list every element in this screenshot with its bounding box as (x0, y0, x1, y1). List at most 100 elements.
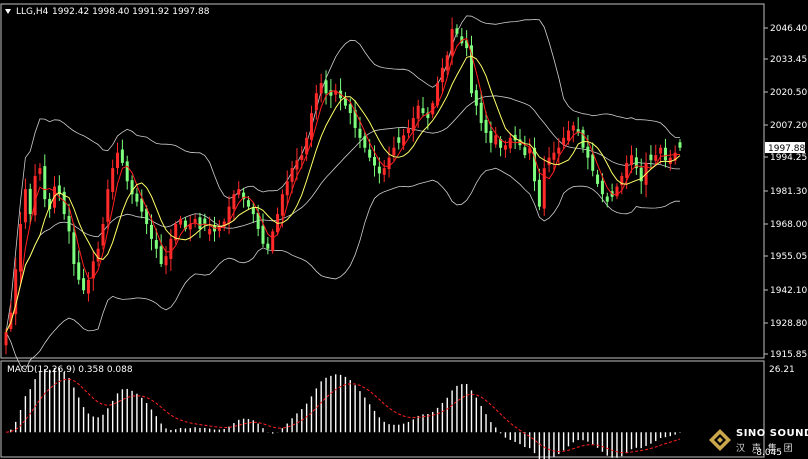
candle-body (154, 240, 158, 249)
candle-body (232, 194, 236, 209)
candle-body (537, 179, 541, 207)
candle (630, 145, 634, 174)
candle (149, 214, 153, 251)
candle-body (586, 146, 590, 158)
candle (251, 202, 255, 223)
candle (634, 147, 638, 175)
candle (91, 250, 95, 291)
candle-body (43, 166, 47, 200)
candle (217, 220, 221, 238)
candle-body (217, 226, 221, 231)
candle-body (445, 55, 449, 71)
candle (562, 126, 566, 150)
candle (596, 169, 600, 187)
candle-body (489, 130, 493, 143)
candle (106, 179, 110, 230)
candle-body (605, 196, 609, 202)
candle (19, 211, 23, 285)
candle-body (48, 198, 52, 210)
candle-body (576, 129, 580, 133)
candle-body (392, 147, 396, 156)
moving-averages (5, 37, 681, 333)
candle-body (654, 155, 658, 161)
candle-body (101, 224, 105, 246)
candle (363, 131, 367, 153)
macd-plot-frame (0, 360, 765, 458)
price-tick-label: 1955.05 (770, 252, 807, 262)
candle (222, 218, 226, 232)
candle-body (528, 147, 532, 154)
sino-sound-logo: SINO SOUND 汉 声 集 团 (708, 427, 808, 455)
candle-body (353, 109, 357, 128)
candle (547, 147, 551, 173)
candle (678, 139, 682, 151)
candle (266, 237, 270, 255)
candle (605, 192, 609, 208)
candle-body (271, 231, 275, 252)
candle-body (411, 118, 415, 132)
candle-body (663, 147, 667, 161)
candle-body (566, 130, 570, 141)
candle (227, 196, 231, 235)
bollinger-bands (5, 15, 680, 371)
price-tick-label: 2020.50 (770, 88, 807, 98)
candle-body (4, 332, 8, 346)
candle (615, 183, 619, 200)
candle-body (382, 168, 386, 175)
candle (576, 117, 580, 136)
candle-body (164, 256, 168, 266)
candle-body (222, 221, 226, 227)
candle (130, 175, 134, 204)
candle-body (23, 189, 27, 223)
candle-body (334, 90, 338, 95)
candle-body (33, 176, 37, 216)
candle (203, 213, 207, 231)
candle-body (591, 154, 595, 171)
candle-body (329, 90, 333, 96)
candle (28, 183, 32, 224)
candle (334, 83, 338, 103)
candle (4, 328, 8, 355)
candle (38, 163, 42, 181)
candle-body (159, 246, 163, 265)
candle-body (106, 189, 110, 222)
candle-body (440, 67, 444, 83)
candle-body (227, 206, 231, 223)
candle-body (397, 137, 401, 143)
candle-body (72, 232, 76, 265)
candle (208, 216, 212, 242)
candle (600, 173, 604, 203)
candle-body (368, 149, 372, 158)
candle-body (67, 215, 71, 232)
candle (469, 35, 473, 97)
candle (111, 159, 115, 200)
candle-body (116, 152, 120, 169)
candle (67, 203, 71, 244)
candle-body (494, 135, 498, 145)
logo-text-cn: 汉 声 集 团 (736, 444, 795, 454)
candle-body (600, 180, 604, 195)
candle (329, 79, 333, 109)
candle-body (596, 174, 600, 184)
candle (86, 271, 90, 302)
candle-body (377, 166, 381, 174)
candle-body (634, 157, 638, 169)
candle-body (96, 248, 100, 262)
price-tick-label: 2033.45 (770, 55, 807, 65)
candle (193, 214, 197, 228)
candle (261, 213, 265, 247)
slow-ma-line (5, 55, 681, 333)
candle (465, 30, 469, 57)
candle-body (450, 28, 454, 56)
collapse-triangle-icon[interactable] (5, 9, 11, 14)
candle (271, 228, 275, 254)
candle-body (174, 224, 178, 241)
candle (188, 215, 192, 242)
candle-body (295, 160, 299, 170)
candle (314, 84, 318, 120)
candle (120, 139, 124, 166)
candle-body (38, 168, 42, 175)
candle-body (465, 40, 469, 49)
candle (440, 58, 444, 94)
